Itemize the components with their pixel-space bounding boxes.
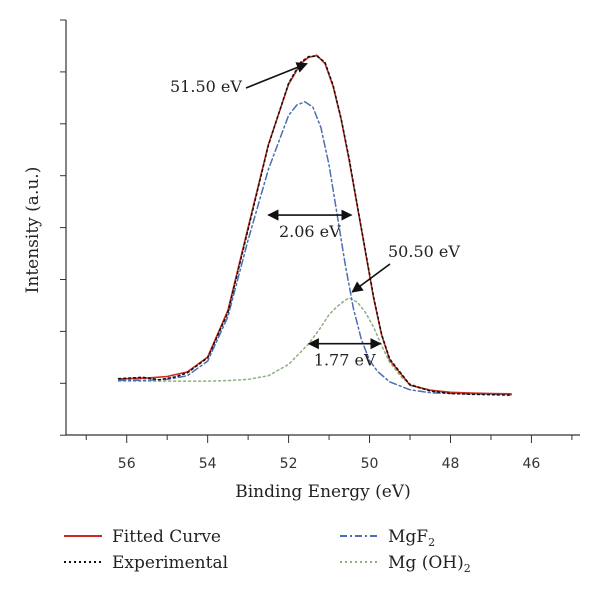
x-tick-label-46: 46 [523, 456, 541, 472]
x-tick-label-50: 50 [361, 456, 379, 472]
x-tick-label-56: 56 [118, 456, 136, 472]
peak2-arrow [351, 263, 391, 293]
series-line-mgoh2 [117, 297, 512, 396]
x-tick-label-52: 52 [280, 456, 298, 472]
legend-label-experimental: Experimental [112, 553, 228, 573]
series-layer [117, 54, 513, 396]
legend-item-experimental: Experimental [64, 553, 228, 573]
legend-label-mgoh2: Mg (OH)2 [388, 553, 471, 575]
x-tick-label-48: 48 [442, 456, 460, 472]
x-tick-label-54: 54 [199, 456, 217, 472]
legend-item-mgf2: MgF2 [340, 527, 435, 549]
peak1-label: 51.50 eV [170, 77, 242, 96]
y-axis-title: Intensity (a.u.) [23, 167, 43, 294]
fwhm1-label: 2.06 eV [279, 222, 341, 241]
legend-label-fitted: Fitted Curve [112, 527, 221, 547]
legend-item-mgoh2: Mg (OH)2 [340, 553, 471, 575]
series-line-mgf2 [117, 101, 512, 396]
x-ticks: 56 54 52 50 48 46 [85, 435, 573, 472]
y-ticks [60, 19, 66, 436]
legend: Fitted Curve Experimental MgF2 Mg (OH)2 [64, 527, 471, 575]
peak1-arrow [245, 62, 308, 89]
fwhm2-label: 1.77 eV [314, 351, 376, 370]
x-axis-title: Binding Energy (eV) [235, 482, 410, 502]
legend-item-fitted: Fitted Curve [64, 527, 221, 547]
annotations: 51.50 eV 50.50 eV 2.06 eV 1.77 eV [170, 62, 460, 370]
series-line-experimental [117, 55, 512, 396]
legend-label-mgf2: MgF2 [388, 527, 435, 549]
peak2-label: 50.50 eV [388, 242, 460, 261]
